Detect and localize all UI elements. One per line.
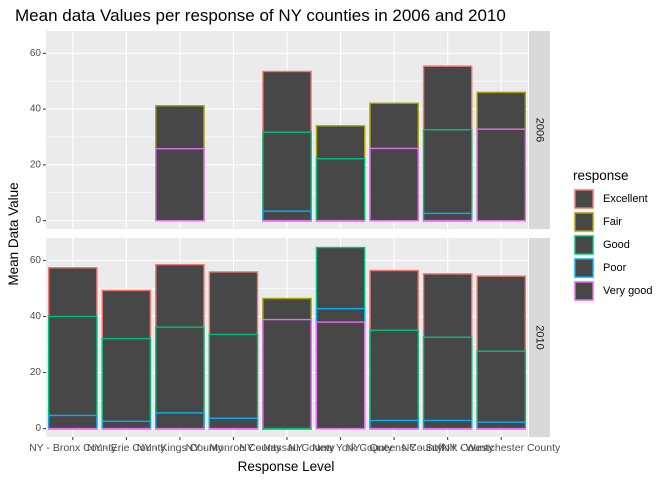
y-tick-label: 20 [30, 159, 42, 170]
bar-2010-good [476, 350, 527, 430]
x-tick-label: NY - Bronx County [29, 442, 117, 454]
bar-2006-very-good [262, 219, 312, 222]
bar-2006-very-good [155, 147, 205, 222]
bar-2010-poor [476, 421, 527, 430]
bar-2010-poor [208, 417, 259, 430]
legend-key-excellent [574, 189, 594, 209]
bar-2010-poor [155, 412, 205, 430]
legend-key-fair [574, 212, 594, 232]
x-tick-label: NY - Suffolk County [402, 442, 495, 454]
bar-2010-poor [369, 419, 419, 430]
bar-2010-good [262, 427, 312, 430]
y-axis-title: Mean Data Value [6, 182, 21, 285]
legend-key-very-good [574, 281, 594, 301]
bar-2010-poor [47, 414, 98, 430]
bar-2010-good [208, 333, 259, 430]
legend-label: Poor [603, 262, 627, 274]
bar-2010-good [155, 326, 205, 430]
x-tick-label: NY - Erie County [87, 442, 166, 454]
bar-2006-very-good [369, 147, 419, 222]
y-tick-label: 60 [30, 255, 42, 266]
legend-title: response [573, 168, 629, 183]
bar-2010-very-good [208, 427, 259, 430]
bar-2010-good [422, 336, 473, 430]
bar-2010-good [369, 329, 419, 430]
bar-2006-poor [422, 212, 473, 222]
y-tick-label: 0 [35, 423, 41, 434]
legend-key-poor [574, 258, 594, 278]
legend: response Excellent Fair Good Poor Very good [573, 168, 653, 302]
bar-2010-very-good [155, 427, 205, 430]
y-tick-label: 20 [30, 367, 42, 378]
bar-2010-very-good [476, 427, 527, 430]
bar-2006-good [422, 129, 473, 222]
legend-label: Very good [603, 285, 653, 297]
x-tick-label: NY - Nassau County [239, 442, 335, 454]
bar-2010-very-good [369, 427, 419, 430]
legend-label: Excellent [603, 193, 648, 205]
bar-2010-poor [101, 420, 152, 430]
bar-2006-very-good [476, 128, 527, 222]
facet-strip [529, 31, 550, 229]
legend-key-good [574, 235, 594, 255]
facet-strip-label: 2010 [534, 325, 546, 349]
bar-2010-good [101, 337, 152, 430]
y-tick-label: 40 [30, 311, 42, 322]
bar-2010-very-good [101, 427, 152, 430]
x-tick-label: NY - Queens County [346, 442, 443, 454]
bar-2010-very-good [422, 427, 473, 430]
bar-2006-very-good [422, 219, 473, 222]
facet-strip-label: 2006 [534, 118, 546, 142]
x-tick-label: NY - Westchester County [442, 442, 561, 454]
x-tick-label: NY - Kings County [137, 442, 224, 454]
y-tick-label: 60 [30, 48, 42, 59]
bar-2010-very-good [315, 321, 366, 430]
bar-2006-good [262, 131, 312, 222]
y-tick-label: 40 [30, 104, 42, 115]
bar-2006-very-good [315, 219, 366, 222]
bar-2010-very-good [47, 427, 98, 430]
y-tick-label: 0 [35, 215, 41, 226]
bar-2006-poor [262, 210, 312, 222]
x-axis-title: Response Level [238, 459, 335, 474]
legend-label: Good [603, 239, 630, 251]
chart-title: Mean data Values per response of NY coun… [15, 6, 506, 25]
legend-label: Fair [603, 216, 622, 228]
bar-2010-good [47, 315, 98, 430]
bar-2010-very-good [262, 318, 312, 430]
facet-strip [529, 238, 550, 437]
x-tick-label: NY - New York County [288, 442, 393, 454]
bar-2010-poor [422, 419, 473, 430]
x-tick-label: NY - Monroe County [186, 442, 282, 454]
bar-2006-good [315, 158, 366, 222]
